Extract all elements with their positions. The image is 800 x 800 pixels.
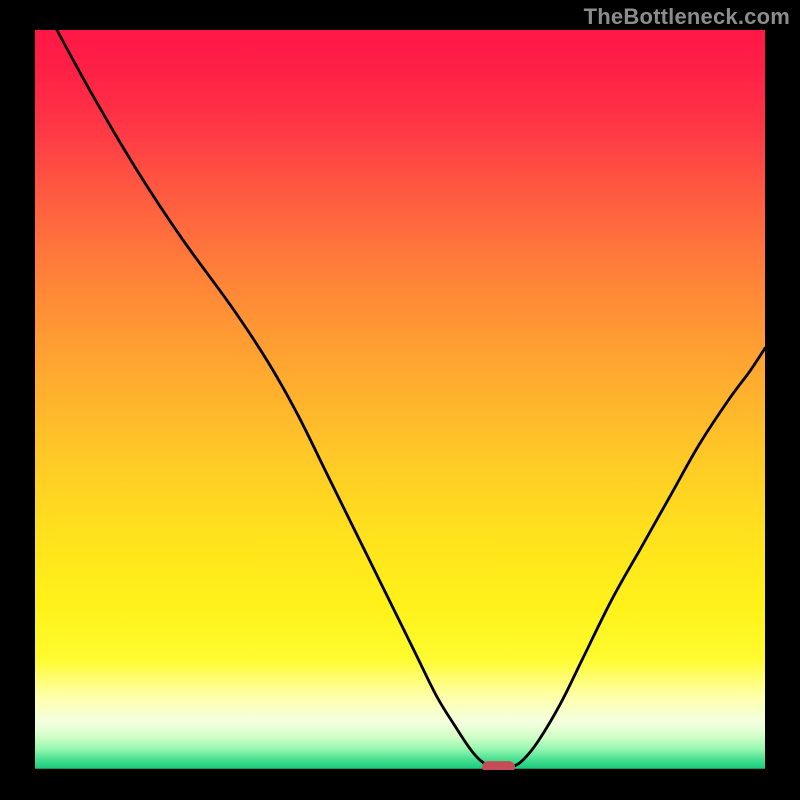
chart-frame: TheBottleneck.com <box>0 0 800 800</box>
bottleneck-chart <box>35 30 765 770</box>
optimal-marker <box>482 761 515 770</box>
gradient-background <box>35 30 765 770</box>
watermark-text: TheBottleneck.com <box>584 4 790 30</box>
